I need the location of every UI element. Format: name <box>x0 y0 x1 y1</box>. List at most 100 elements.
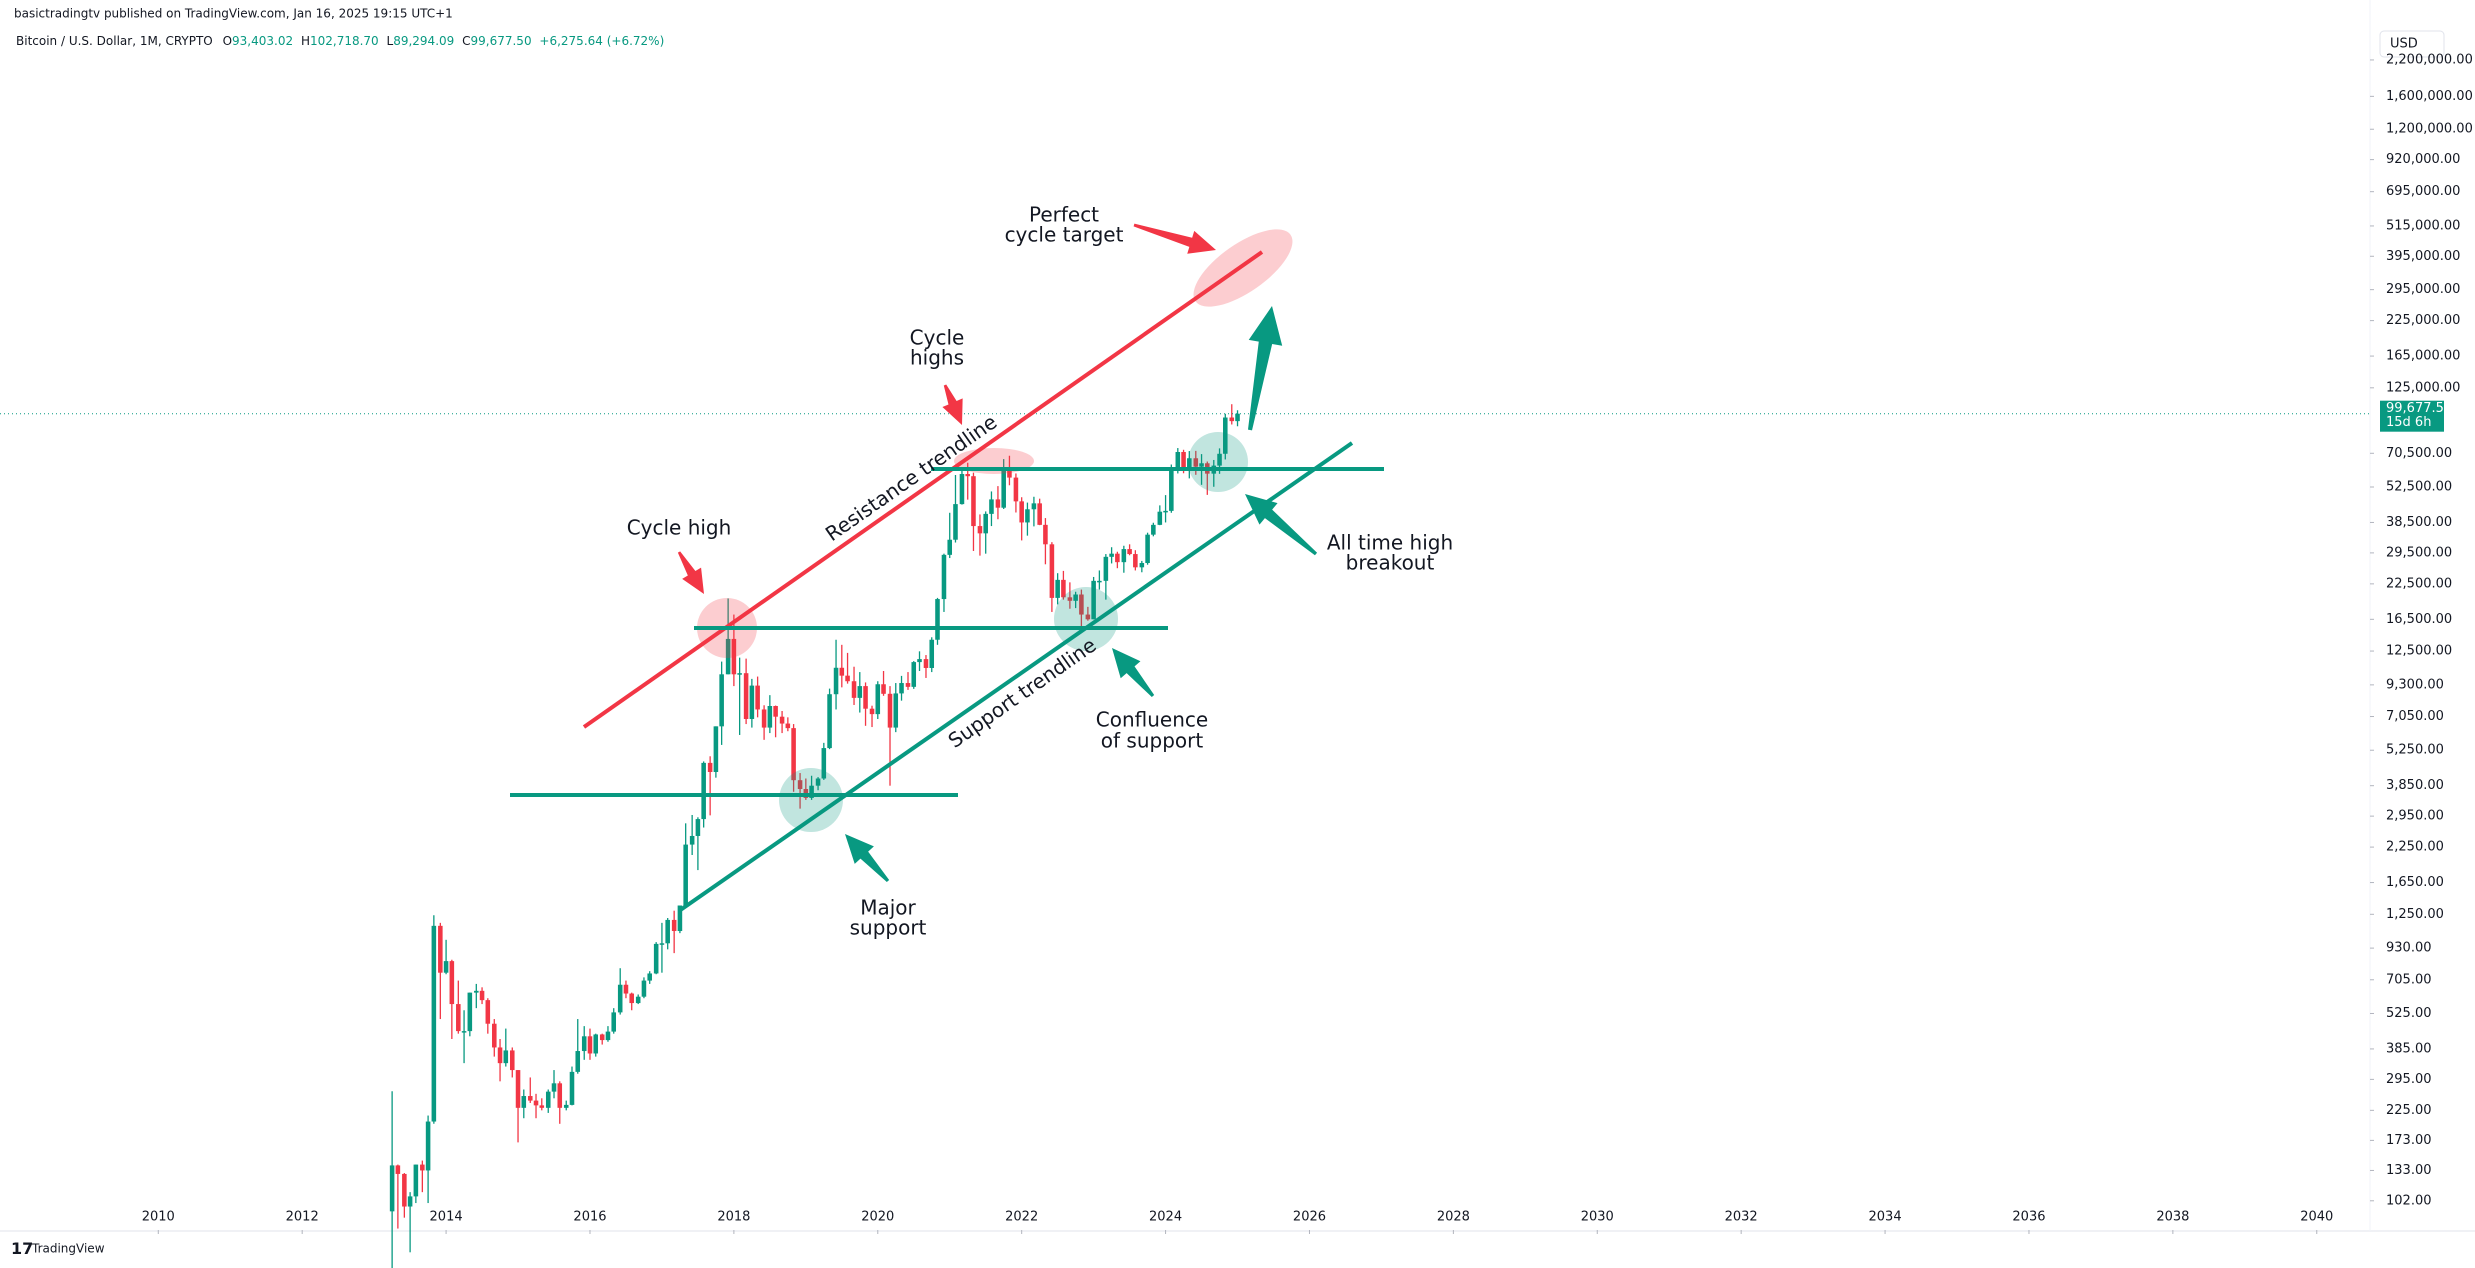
candle-body <box>1175 451 1181 470</box>
candle-body <box>809 785 814 798</box>
candle-body <box>539 1105 545 1108</box>
x-tick-label: 2012 <box>286 1210 319 1225</box>
x-tick-label: 2040 <box>2300 1210 2333 1225</box>
ohlc-value: 99,677.50 <box>471 34 532 48</box>
x-tick-label: 2038 <box>2156 1210 2189 1225</box>
candle-body <box>1229 417 1235 422</box>
y-tick-label: 1,650.00 <box>2386 875 2444 890</box>
y-tick-label: 9,300.00 <box>2386 677 2444 692</box>
change: +6,275.64 (+6.72%) <box>539 34 664 48</box>
candle-body <box>857 686 863 698</box>
candle-body <box>420 1164 425 1171</box>
candle-body <box>929 639 935 668</box>
candle-body <box>677 905 683 932</box>
currency-box[interactable] <box>2379 30 2445 58</box>
candle-body <box>773 706 778 717</box>
candle-body <box>1187 458 1192 471</box>
candle-body <box>719 674 724 727</box>
candle-body <box>1139 563 1145 568</box>
candle-body <box>665 919 670 944</box>
candle-body <box>1061 579 1066 598</box>
candle-body <box>521 1096 527 1108</box>
candle-body <box>797 780 803 790</box>
candle-body <box>1001 469 1006 508</box>
candle-body <box>653 943 659 974</box>
candle-body <box>1085 614 1091 620</box>
candle-body <box>911 662 917 687</box>
candle-body <box>899 683 904 694</box>
candle-body <box>791 728 796 781</box>
candle-body <box>845 675 850 682</box>
annotation: Perfect <box>1029 203 1099 227</box>
y-tick-label: 29,500.00 <box>2386 545 2452 560</box>
candle-body <box>881 684 886 694</box>
y-tick-label: 920,000.00 <box>2386 152 2460 167</box>
candle-body <box>1217 453 1222 466</box>
candle-body <box>1223 417 1228 454</box>
y-tick-label: 2,200,000.00 <box>2386 52 2473 67</box>
header: basictradingtv published on TradingView.… <box>14 7 2445 58</box>
candle-body <box>905 683 911 687</box>
target-ellipse <box>1193 229 1293 307</box>
candle-body <box>785 723 791 729</box>
y-tick-label: 12,500.00 <box>2386 644 2452 659</box>
y-tick-label: 7,050.00 <box>2386 709 2444 724</box>
candle-body <box>707 762 713 772</box>
annotation: support <box>850 916 927 940</box>
candle-body <box>1121 549 1127 563</box>
annotation: Major <box>860 896 916 920</box>
candle-body <box>474 990 479 993</box>
logo: 17 <box>11 1239 33 1258</box>
candle-body <box>1019 501 1024 523</box>
arrow <box>1245 494 1318 556</box>
x-tick-label: 2026 <box>1293 1210 1326 1225</box>
support-circle <box>1054 587 1118 651</box>
ohlc-label: O <box>223 34 232 48</box>
candle-body <box>611 1012 617 1032</box>
candle-body <box>1145 534 1150 564</box>
candle-body <box>923 659 929 668</box>
candle-body <box>731 638 737 675</box>
candle-body <box>821 748 827 779</box>
candle-body <box>581 1036 587 1052</box>
candle-body <box>599 1034 605 1041</box>
candle-body <box>1055 579 1060 598</box>
symbol: Bitcoin / U.S. Dollar, 1M, CRYPTO <box>16 34 213 48</box>
x-tick-label: 2030 <box>1581 1210 1614 1225</box>
candle-body <box>947 539 953 555</box>
price-countdown: 15d 6h <box>2386 415 2431 430</box>
y-tick-label: 125,000.00 <box>2386 380 2460 395</box>
candle-body <box>671 919 677 932</box>
arrow <box>1133 223 1216 254</box>
candle-body <box>485 1000 491 1024</box>
x-tick-label: 2028 <box>1437 1210 1470 1225</box>
y-tick-label: 705.00 <box>2386 972 2432 987</box>
legend-line: Bitcoin / U.S. Dollar, 1M, CRYPTO O93,40… <box>16 34 664 48</box>
price-label-box <box>2380 400 2444 432</box>
candle-body <box>695 819 701 836</box>
candle-body <box>497 1047 503 1064</box>
x-tick-label: 2024 <box>1149 1210 1182 1225</box>
y-tick-label: 52,500.00 <box>2386 479 2452 494</box>
candle-body <box>863 686 868 709</box>
annotation: Cycle <box>910 326 965 350</box>
candle-body <box>1007 469 1012 478</box>
y-tick-label: 1,600,000.00 <box>2386 89 2473 104</box>
candle-body <box>1013 477 1019 502</box>
candle-body <box>749 685 755 719</box>
x-tick-label: 2032 <box>1725 1210 1758 1225</box>
candle-body <box>551 1083 557 1092</box>
x-tick-label: 2020 <box>861 1210 894 1225</box>
candle-body <box>713 726 719 772</box>
price-label: 99,677.50 <box>2386 401 2452 416</box>
y-tick-label: 2,950.00 <box>2386 809 2444 824</box>
annotation: Cycle high <box>627 516 732 540</box>
candle-body <box>467 992 473 1032</box>
candle-body <box>629 993 634 1004</box>
candle-body <box>701 762 706 820</box>
candle-body <box>737 673 742 675</box>
ohlc-value: 102,718.70 <box>310 34 379 48</box>
candle-body <box>456 1004 461 1032</box>
x-tick-label: 2016 <box>573 1210 606 1225</box>
